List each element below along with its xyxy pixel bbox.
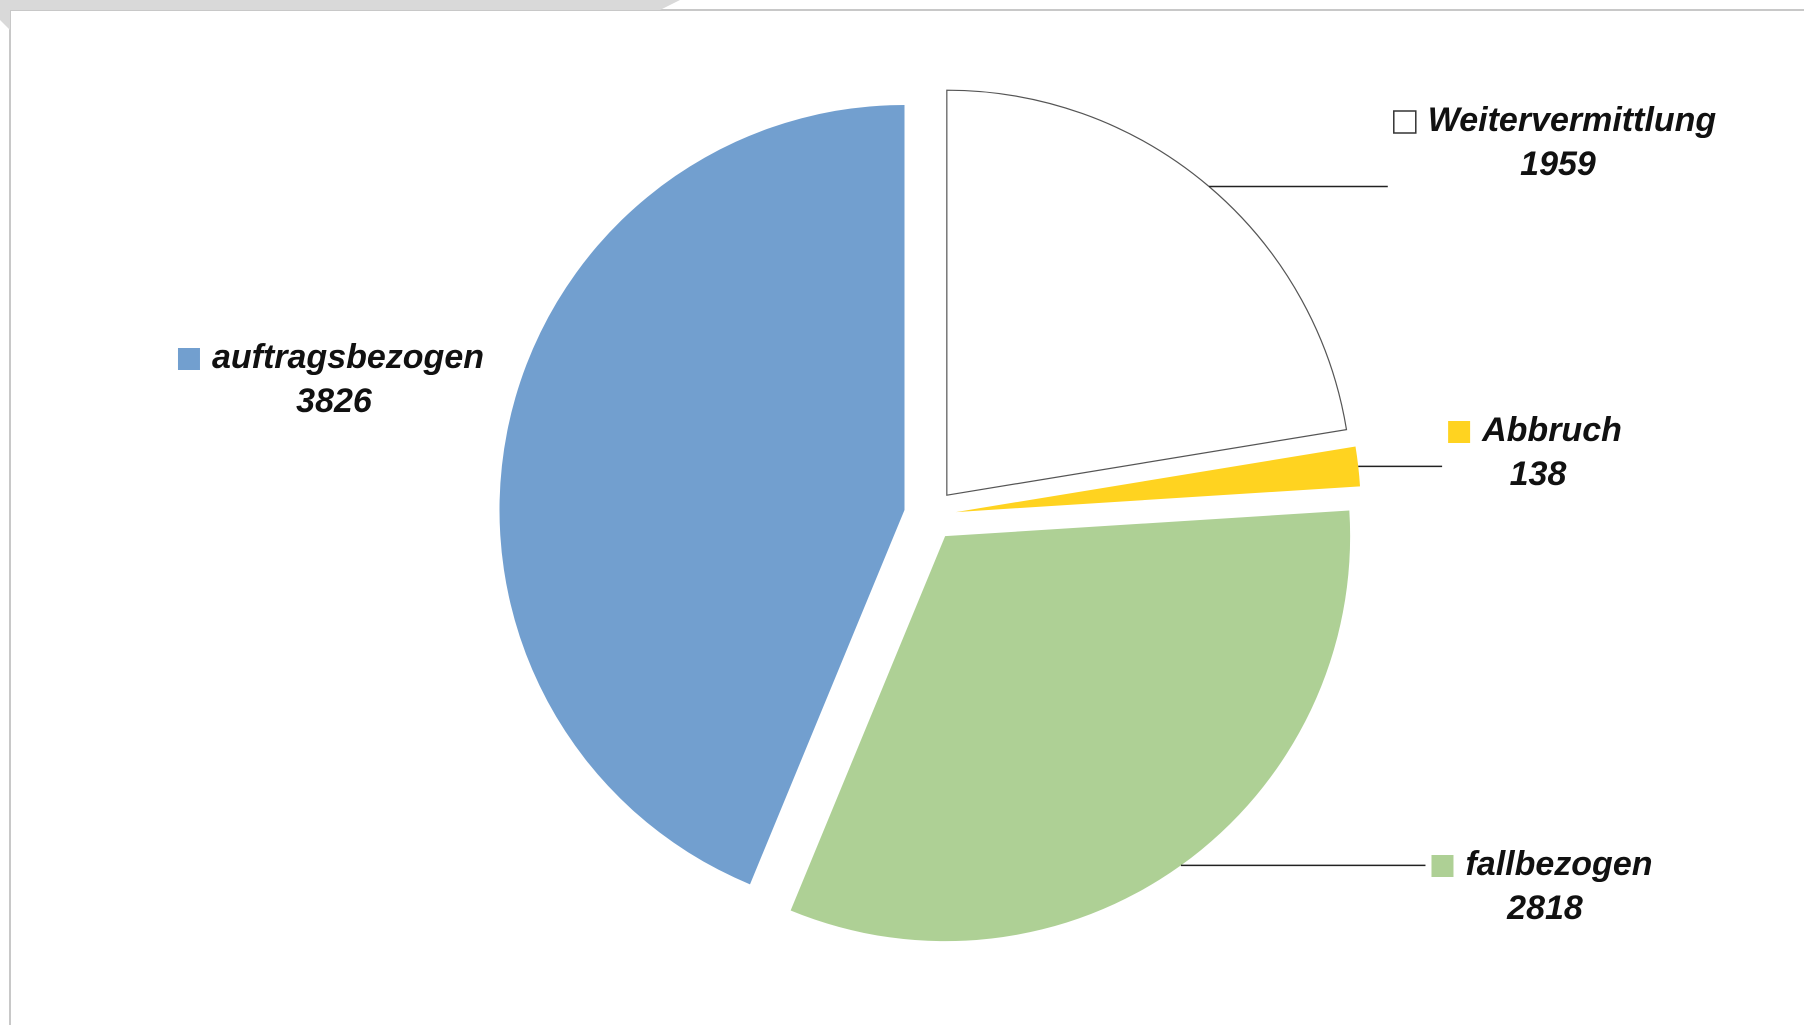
slice-label: auftragsbezogen (212, 338, 484, 376)
slice-value: 1959 (1520, 145, 1596, 183)
slice-value: 2818 (1506, 889, 1583, 927)
legend-swatch (177, 348, 200, 370)
slice-label: fallbezogen (1465, 845, 1652, 883)
slice-label: Abbruch (1481, 411, 1622, 449)
legend-swatch (1431, 855, 1454, 877)
legend-swatch (1448, 421, 1471, 443)
slice-label: Weitervermittlung (1428, 101, 1717, 139)
legend-swatch (1393, 110, 1417, 134)
slice-value: 138 (1510, 455, 1567, 493)
slice-value: 3826 (296, 382, 373, 420)
pie-slice (946, 89, 1348, 496)
pie-slice (955, 446, 1361, 513)
pie-slice (790, 510, 1351, 942)
pie-slice (499, 104, 905, 885)
corner-tab (0, 0, 680, 30)
